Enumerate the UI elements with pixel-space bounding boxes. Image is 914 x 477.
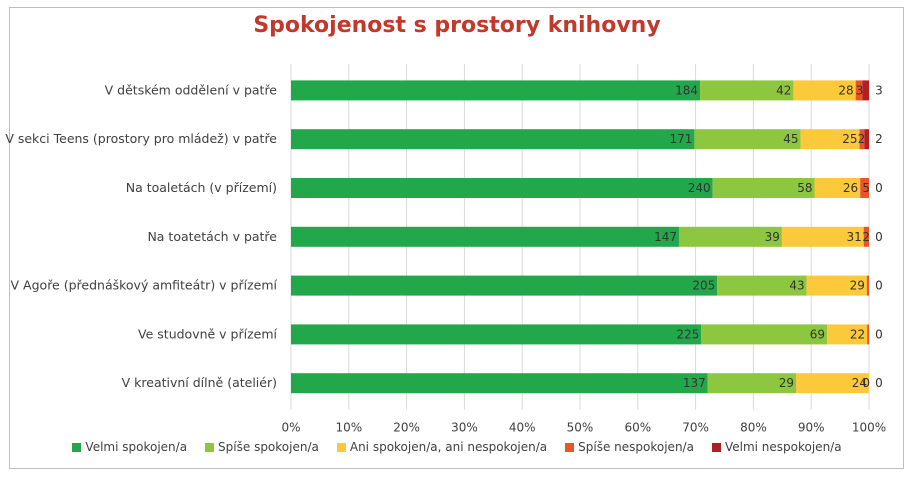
x-tick-label: 100% <box>852 421 886 435</box>
x-tick-label: 0% <box>281 421 300 435</box>
bar-segment <box>867 324 869 345</box>
data-label: 31 <box>846 230 861 244</box>
data-label: 225 <box>676 327 699 341</box>
legend-item: Spíše nespokojen/a <box>565 440 694 454</box>
data-label: 39 <box>765 230 780 244</box>
data-label: 22 <box>850 327 865 341</box>
data-label: 5 <box>862 181 870 195</box>
data-label: 0 <box>875 279 883 293</box>
category-label: Na toatetách v patře <box>147 229 277 244</box>
bar-segment <box>855 80 863 101</box>
bar-segment <box>860 178 869 198</box>
bar-segment <box>827 324 868 345</box>
legend-label: Velmi spokojen/a <box>85 440 188 454</box>
legend-swatch <box>711 442 721 452</box>
bar-segment <box>291 373 708 394</box>
data-label: 0 <box>875 181 883 195</box>
bar-segment <box>800 129 860 150</box>
data-label: 137 <box>683 376 706 390</box>
stacked-bar-chart: 0% 10% 20% 30% 40% 50% 60% 70% 80% 90% 100% V dětsk… <box>5 64 886 435</box>
data-label: 45 <box>783 132 798 146</box>
bar-segment <box>859 129 865 150</box>
bar-segment <box>863 226 869 247</box>
bar-segment <box>806 275 867 296</box>
x-tick-label: 80% <box>740 421 767 435</box>
bar-segment <box>862 80 869 101</box>
data-label: 28 <box>838 83 853 97</box>
data-label: 0 <box>875 230 883 244</box>
category-label: V dětském oddělení v patře <box>105 82 278 97</box>
bar-segment <box>291 80 701 101</box>
category-label: Na toaletách (v přízemí) <box>126 180 277 195</box>
data-label: 205 <box>692 279 715 293</box>
data-label: 2 <box>862 230 870 244</box>
x-tick-label: 10% <box>335 421 362 435</box>
x-tick-label: 90% <box>798 421 825 435</box>
legend-swatch <box>72 442 82 452</box>
bar-segment <box>291 324 702 345</box>
data-label: 24 <box>852 376 867 390</box>
data-label: 2 <box>858 132 866 146</box>
x-tick-label: 60% <box>624 421 651 435</box>
category-label: V kreativní dílně (ateliér) <box>122 375 277 390</box>
data-label: 0 <box>875 376 883 390</box>
data-label: 42 <box>776 83 791 97</box>
data-label: 0 <box>862 376 870 390</box>
bar-segment <box>712 178 815 198</box>
bar-segment <box>793 80 856 101</box>
data-label: 69 <box>810 327 825 341</box>
bar-segment <box>291 275 718 296</box>
bar-segment <box>717 275 807 296</box>
data-label: 184 <box>675 83 698 97</box>
data-label: 2 <box>875 132 883 146</box>
x-tick-label: 50% <box>567 421 594 435</box>
x-tick-label: 40% <box>509 421 536 435</box>
chart-title: Spokojenost s prostory knihovny <box>253 13 661 38</box>
legend-swatch <box>565 442 575 452</box>
bar-segment <box>701 324 828 345</box>
data-label: 3 <box>875 83 883 97</box>
bar-segment <box>694 129 801 150</box>
legend: Velmi spokojen/a Spíše spokojen/a Ani spok… <box>0 440 914 454</box>
data-label: 58 <box>797 181 812 195</box>
category-label: V sekci Teens (prostory pro mládež) v pa… <box>5 131 277 146</box>
data-label: 43 <box>789 279 804 293</box>
bar-segment <box>707 373 796 394</box>
data-label: 0 <box>875 327 883 341</box>
bar-segment <box>291 129 695 150</box>
legend-item: Spíše spokojen/a <box>205 440 319 454</box>
bar-segment <box>291 178 713 198</box>
legend-item: Velmi nespokojen/a <box>711 440 842 454</box>
bar-segment <box>866 275 869 296</box>
bar-segment <box>781 226 864 247</box>
data-label: 29 <box>779 376 794 390</box>
legend-item: Ani spokojen/a, ani nespokojen/a <box>336 440 548 454</box>
legend-label: Spíše spokojen/a <box>218 440 319 454</box>
legend-label: Ani spokojen/a, ani nespokojen/a <box>349 440 548 454</box>
data-label: 171 <box>670 132 693 146</box>
x-tick-label: 20% <box>393 421 420 435</box>
data-label: 25 <box>842 132 857 146</box>
bar-segment <box>814 178 861 198</box>
category-label: V Agoře (přednáškový amfiteátr) v přízem… <box>11 278 278 293</box>
bar-segment <box>864 129 869 150</box>
legend-label: Spíše nespokojen/a <box>578 440 694 454</box>
data-label: 29 <box>850 279 865 293</box>
legend-item: Velmi spokojen/a <box>72 440 187 454</box>
data-label: 26 <box>843 181 858 195</box>
bar-segment <box>795 373 869 394</box>
data-label: 147 <box>654 230 677 244</box>
category-label: Ve studovně v přízemí <box>138 326 277 341</box>
legend-swatch <box>205 442 215 452</box>
x-tick-label: 70% <box>682 421 709 435</box>
bar-segment <box>678 226 782 247</box>
bar-segment <box>700 80 794 101</box>
bar-segment <box>291 226 679 247</box>
data-label: 240 <box>688 181 711 195</box>
data-label: 3 <box>856 83 864 97</box>
legend-label: Velmi nespokojen/a <box>724 440 842 454</box>
x-tick-label: 30% <box>451 421 478 435</box>
legend-swatch <box>336 442 346 452</box>
